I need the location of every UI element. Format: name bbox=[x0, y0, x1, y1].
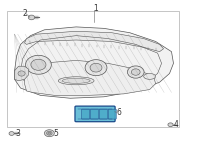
Text: 1: 1 bbox=[94, 4, 98, 13]
Circle shape bbox=[131, 69, 140, 75]
Polygon shape bbox=[25, 60, 156, 95]
FancyBboxPatch shape bbox=[75, 106, 115, 122]
Circle shape bbox=[168, 123, 173, 127]
Circle shape bbox=[28, 15, 35, 20]
Text: 4: 4 bbox=[174, 120, 179, 129]
Circle shape bbox=[26, 55, 51, 74]
Text: 2: 2 bbox=[23, 9, 28, 18]
FancyBboxPatch shape bbox=[99, 109, 107, 119]
Polygon shape bbox=[15, 27, 173, 98]
Text: 3: 3 bbox=[15, 129, 20, 138]
Circle shape bbox=[18, 71, 25, 76]
Circle shape bbox=[85, 60, 107, 76]
Ellipse shape bbox=[48, 132, 51, 134]
FancyBboxPatch shape bbox=[108, 109, 116, 119]
Ellipse shape bbox=[58, 77, 94, 85]
Ellipse shape bbox=[44, 130, 54, 137]
Circle shape bbox=[9, 132, 14, 135]
Circle shape bbox=[127, 66, 144, 78]
Bar bbox=[7, 11, 179, 127]
Ellipse shape bbox=[62, 78, 90, 83]
Ellipse shape bbox=[144, 74, 156, 79]
Text: 6: 6 bbox=[117, 108, 122, 117]
Circle shape bbox=[90, 63, 102, 72]
Text: 5: 5 bbox=[53, 129, 58, 138]
Ellipse shape bbox=[47, 131, 52, 135]
Polygon shape bbox=[15, 66, 29, 81]
FancyBboxPatch shape bbox=[90, 109, 98, 119]
FancyBboxPatch shape bbox=[82, 109, 89, 119]
Circle shape bbox=[31, 59, 46, 70]
Polygon shape bbox=[25, 31, 164, 52]
